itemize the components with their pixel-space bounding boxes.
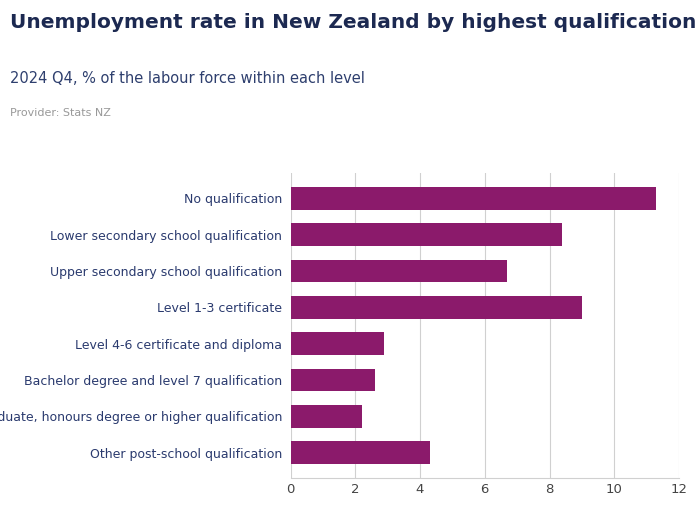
Bar [290, 296, 582, 319]
Bar [290, 224, 563, 246]
Bar [290, 405, 362, 427]
Text: Provider: Stats NZ: Provider: Stats NZ [10, 108, 111, 118]
Bar [290, 187, 657, 209]
Bar [290, 332, 384, 355]
Text: figure.nz: figure.nz [575, 19, 666, 37]
Text: Unemployment rate in New Zealand by highest qualification: Unemployment rate in New Zealand by high… [10, 13, 697, 32]
Bar [290, 260, 508, 282]
Bar [290, 369, 375, 391]
Text: 2024 Q4, % of the labour force within each level: 2024 Q4, % of the labour force within ea… [10, 71, 365, 86]
Bar [290, 442, 430, 464]
